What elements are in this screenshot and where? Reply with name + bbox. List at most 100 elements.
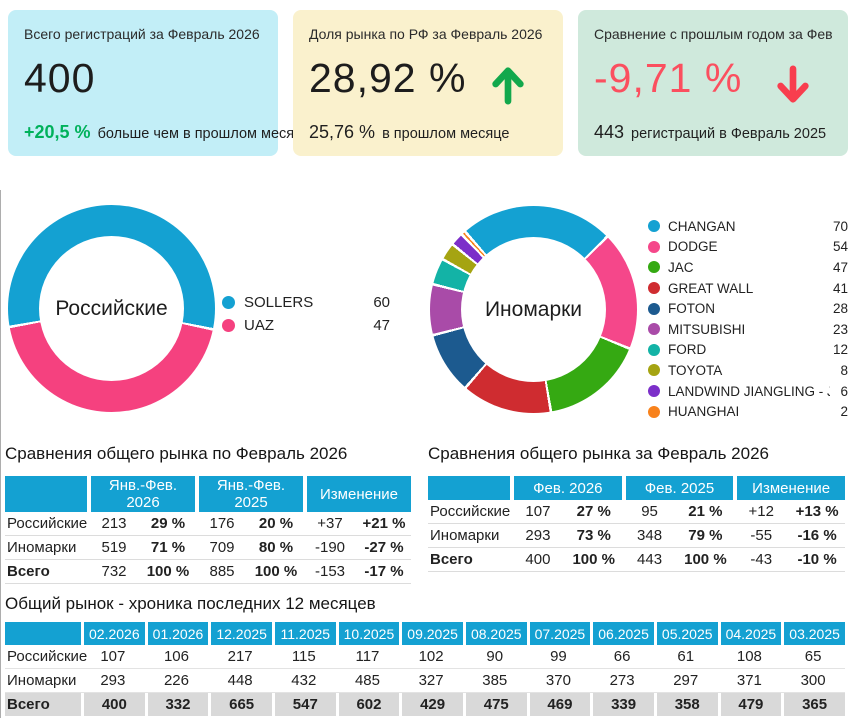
card-subtitle: 25,76 % в прошлом месяце <box>309 122 555 143</box>
up-arrow-icon <box>489 64 527 111</box>
column-header: Фев. 2025 <box>621 476 734 500</box>
legend-color-dot <box>222 296 235 309</box>
table-cell: 176 <box>195 512 249 536</box>
history-table-section: Общий рынок - хроника последних 12 месяц… <box>5 594 845 716</box>
table-cell: 213 <box>87 512 141 536</box>
legend-value: 12 <box>832 342 848 358</box>
column-header: 04.2025 <box>717 622 782 645</box>
table-cell: 20 % <box>249 512 303 536</box>
legend-item: SOLLERS 60 <box>222 291 390 314</box>
table-cell: 400 <box>510 548 566 572</box>
row-label: Иномарки <box>428 524 510 548</box>
table-cell: 293 <box>510 524 566 548</box>
comparison-table: Янв.-Фев. 2026 Янв.-Фев. 2025 Изменение Рос… <box>5 476 411 584</box>
row-label: Российские <box>5 512 87 536</box>
legend-label: MITSUBISHI <box>668 321 746 337</box>
card-subtitle: +20,5 % больше чем в прошлом месяце <box>24 122 310 143</box>
table-cell: 475 <box>462 693 527 716</box>
legend-label: GREAT WALL <box>668 280 754 296</box>
table-cell: 293 <box>81 669 145 693</box>
table-cell: -10 % <box>789 548 845 572</box>
legend-label: HUANGHAI <box>668 404 740 420</box>
legend-item: CHANGAN 70 <box>648 216 848 237</box>
column-header: Янв.-Фев. 2026 <box>87 476 195 512</box>
column-header: Янв.-Фев. 2025 <box>195 476 303 512</box>
header-row: 02.2026 01.2026 12.2025 11.2025 10.2025 09.20… <box>5 622 845 645</box>
card-delta: 25,76 % <box>309 122 376 142</box>
legend-label: TOYOTA <box>668 362 723 378</box>
table-row: Иномарки 293 226 448 432 485 327 385 370 273 297 37… <box>5 669 845 693</box>
column-header: 11.2025 <box>271 622 336 645</box>
table-cell: 432 <box>271 669 336 693</box>
table-cell: -55 <box>733 524 790 548</box>
table-cell: 297 <box>653 669 718 693</box>
column-header <box>5 476 87 512</box>
table-row: Иномарки 293 73 % 348 79 % -55 -16 % <box>428 524 845 548</box>
table-cell: 732 <box>87 560 141 584</box>
table-cell: 102 <box>399 645 463 669</box>
table-cell: 115 <box>271 645 336 669</box>
section-title: Сравнения общего рынка за Февраль 2026 <box>428 444 769 463</box>
table-cell: 709 <box>195 536 249 560</box>
column-header: Фев. 2026 <box>510 476 622 500</box>
legend-value: 28 <box>832 301 848 317</box>
section-left-border <box>0 190 1 718</box>
comparison-table: Фев. 2026 Фев. 2025 Изменение Российские 107… <box>428 476 845 572</box>
table-cell: 61 <box>653 645 718 669</box>
table-cell: -17 % <box>357 560 411 584</box>
table-cell: +12 <box>733 500 790 524</box>
legend-item: UAZ 47 <box>222 314 390 337</box>
table-row: Иномарки 519 71 % 709 80 % -190 -27 % <box>5 536 411 560</box>
table-cell: +37 <box>303 512 357 536</box>
table-cell: 519 <box>87 536 141 560</box>
card-title: Доля рынка по РФ за Февраль 2026 <box>309 26 543 42</box>
table-row: Российские 107 27 % 95 21 % +12 +13 % <box>428 500 845 524</box>
table-cell: 469 <box>526 693 591 716</box>
table-cell: -153 <box>303 560 357 584</box>
table-row: Всего 400 100 % 443 100 % -43 -10 % <box>428 548 845 572</box>
table-cell: 339 <box>590 693 654 716</box>
legend-item: JAC 47 <box>648 257 848 278</box>
table-cell: 385 <box>462 669 527 693</box>
legend-label: FOTON <box>668 301 715 317</box>
legend-item: TOYOTA 8 <box>648 360 848 381</box>
card-delta: +20,5 % <box>24 122 91 142</box>
table-cell: +21 % <box>357 512 411 536</box>
table-cell: 332 <box>144 693 209 716</box>
table-cell: 226 <box>144 669 209 693</box>
legend-value: 60 <box>373 294 390 311</box>
table-row: Всего 400 332 665 547 602 429 475 469 339 358 479 36… <box>5 693 845 716</box>
table-cell: -16 % <box>789 524 845 548</box>
header-row: Янв.-Фев. 2026 Янв.-Фев. 2025 Изменение <box>5 476 411 512</box>
table-cell: 99 <box>526 645 591 669</box>
column-header: Изменение <box>303 476 411 512</box>
legend-item: FORD 12 <box>648 340 848 361</box>
table-cell: 90 <box>462 645 527 669</box>
legend-color-dot <box>648 302 660 315</box>
table-cell: 371 <box>717 669 782 693</box>
column-header: 09.2025 <box>399 622 463 645</box>
column-header: 06.2025 <box>590 622 654 645</box>
row-label: Российские <box>5 645 87 669</box>
section-title: Сравнения общего рынка по Февраль 2026 <box>5 444 348 463</box>
table-cell: 106 <box>144 645 209 669</box>
row-label: Российские <box>428 500 510 524</box>
legend-label: SOLLERS <box>244 294 314 311</box>
row-label: Иномарки <box>5 669 81 693</box>
row-label: Всего <box>428 548 510 572</box>
column-header: 01.2026 <box>144 622 209 645</box>
legend-item: MITSUBISHI 23 <box>648 319 848 340</box>
legend-domestic: SOLLERS 60 UAZ 47 <box>222 291 390 337</box>
comparison-table-month: Сравнения общего рынка за Февраль 2026 Ф… <box>428 444 845 572</box>
table-cell: 100 % <box>141 560 195 584</box>
legend-value: 41 <box>832 280 848 296</box>
legend-value: 8 <box>840 362 848 378</box>
card-title: Всего регистраций за Февраль 2026 <box>24 26 260 42</box>
table-cell: 80 % <box>249 536 303 560</box>
legend-color-dot <box>648 220 660 233</box>
column-header: 03.2025 <box>781 622 845 645</box>
table-cell: 217 <box>208 645 272 669</box>
table-cell: -43 <box>733 548 790 572</box>
legend-item: HUANGHAI 2 <box>648 401 848 422</box>
row-label: Всего <box>5 560 87 584</box>
